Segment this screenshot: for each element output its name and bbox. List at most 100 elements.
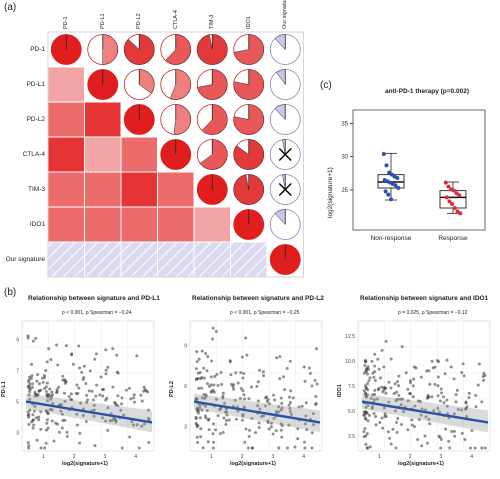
scatter-point <box>228 360 232 364</box>
scatter-point <box>233 398 237 402</box>
scatter-point <box>423 408 427 412</box>
scatter-point <box>100 416 104 420</box>
scatter-point <box>195 425 199 429</box>
scatter-point <box>55 391 59 395</box>
scatter-point <box>474 405 478 409</box>
scatter-point <box>368 376 372 380</box>
corr-svg <box>47 31 304 278</box>
scatter-point <box>364 387 368 391</box>
box-point <box>381 152 386 156</box>
scatter-point <box>449 365 453 369</box>
scatter-point <box>36 373 40 377</box>
scatter-point <box>364 405 368 409</box>
scatter-point <box>374 415 378 419</box>
scatter-point <box>267 402 271 406</box>
scatter-point <box>239 371 243 375</box>
scatter-point <box>364 370 368 374</box>
scatter-title: Relationship between signature and PD-L1 <box>28 295 160 302</box>
corr-cell <box>157 172 194 207</box>
scatter-point <box>275 356 279 360</box>
corr-upper-pie <box>233 104 265 135</box>
scatter-point <box>236 381 240 385</box>
scatter-point <box>362 435 366 439</box>
scatter-point <box>464 407 468 411</box>
scatter-point <box>460 408 464 412</box>
scatter-point <box>61 378 65 382</box>
scatter-point <box>238 397 242 401</box>
scatter-point <box>380 416 384 420</box>
scatter-point <box>258 368 262 372</box>
scatter-point <box>386 430 390 434</box>
scatter-point <box>200 386 204 390</box>
scatter-point <box>245 353 249 357</box>
scatter-point <box>196 441 200 445</box>
scatter-point <box>28 390 32 394</box>
scatter-point <box>363 363 367 367</box>
scatter-point <box>199 427 203 431</box>
scatter-point <box>373 398 377 402</box>
corr-cell <box>84 102 121 137</box>
signature-pie <box>269 69 301 100</box>
scatter-point <box>130 420 134 424</box>
corr-row-label: PD-L2 <box>26 115 45 123</box>
scatter-point <box>75 383 79 387</box>
scatter-point <box>48 408 52 412</box>
corr-upper-pie <box>196 69 228 100</box>
scatter-plot: Relationship between signature and IDO1 p… <box>336 295 496 479</box>
scatter-point <box>279 396 283 400</box>
scatter-point <box>142 422 146 426</box>
scatter-point <box>27 378 31 382</box>
scatter-point <box>92 403 96 407</box>
scatter-point <box>425 441 429 445</box>
scatter-point <box>31 418 35 422</box>
scatter-point <box>195 435 199 439</box>
scatter-point <box>49 397 53 401</box>
scatter-point <box>380 385 384 389</box>
scatter-point <box>124 388 128 392</box>
scatter-point <box>274 429 278 433</box>
scatter-point <box>50 390 54 394</box>
scatter-point <box>419 413 423 417</box>
scatter-point <box>404 371 408 375</box>
scatter-point <box>463 437 467 441</box>
scatter-point <box>420 407 424 411</box>
scatter-point <box>372 411 376 415</box>
scatter-xlabel: log2(signature+1) <box>62 461 108 467</box>
scatter-point <box>261 370 265 374</box>
scatter-point <box>82 364 86 368</box>
scatter-point <box>427 369 431 373</box>
boxplot-ytick: 30 <box>341 155 348 161</box>
scatter-point <box>27 446 31 450</box>
scatter-point <box>48 387 52 391</box>
scatter-point <box>95 383 99 387</box>
scatter-point <box>211 326 215 330</box>
scatter-point <box>456 408 460 412</box>
scatter-point <box>210 359 214 363</box>
scatter-point <box>106 406 110 410</box>
scatter-point <box>274 410 278 414</box>
scatter-point <box>460 431 464 435</box>
scatter-point <box>366 419 370 423</box>
scatter-point <box>300 404 304 408</box>
scatter-point <box>288 401 292 405</box>
scatter-point <box>448 446 452 450</box>
scatter-point <box>202 376 206 380</box>
scatter-point <box>411 395 415 399</box>
scatter-point <box>234 371 238 375</box>
corr-cell <box>84 172 121 207</box>
scatter-point <box>366 381 370 385</box>
scatter-point <box>408 392 412 396</box>
scatter-point <box>37 415 41 419</box>
scatter-point <box>127 386 131 390</box>
scatter-point <box>395 420 399 424</box>
scatter-point <box>225 413 229 417</box>
scatter-point <box>119 408 123 412</box>
box-point <box>393 183 398 188</box>
scatter-point <box>200 376 204 380</box>
scatter-point <box>218 432 222 436</box>
scatter-point <box>383 412 387 416</box>
box-point <box>447 199 452 204</box>
scatter-point <box>376 357 380 361</box>
scatter-point <box>384 339 388 343</box>
corr-row-label: PD-L1 <box>26 80 45 88</box>
